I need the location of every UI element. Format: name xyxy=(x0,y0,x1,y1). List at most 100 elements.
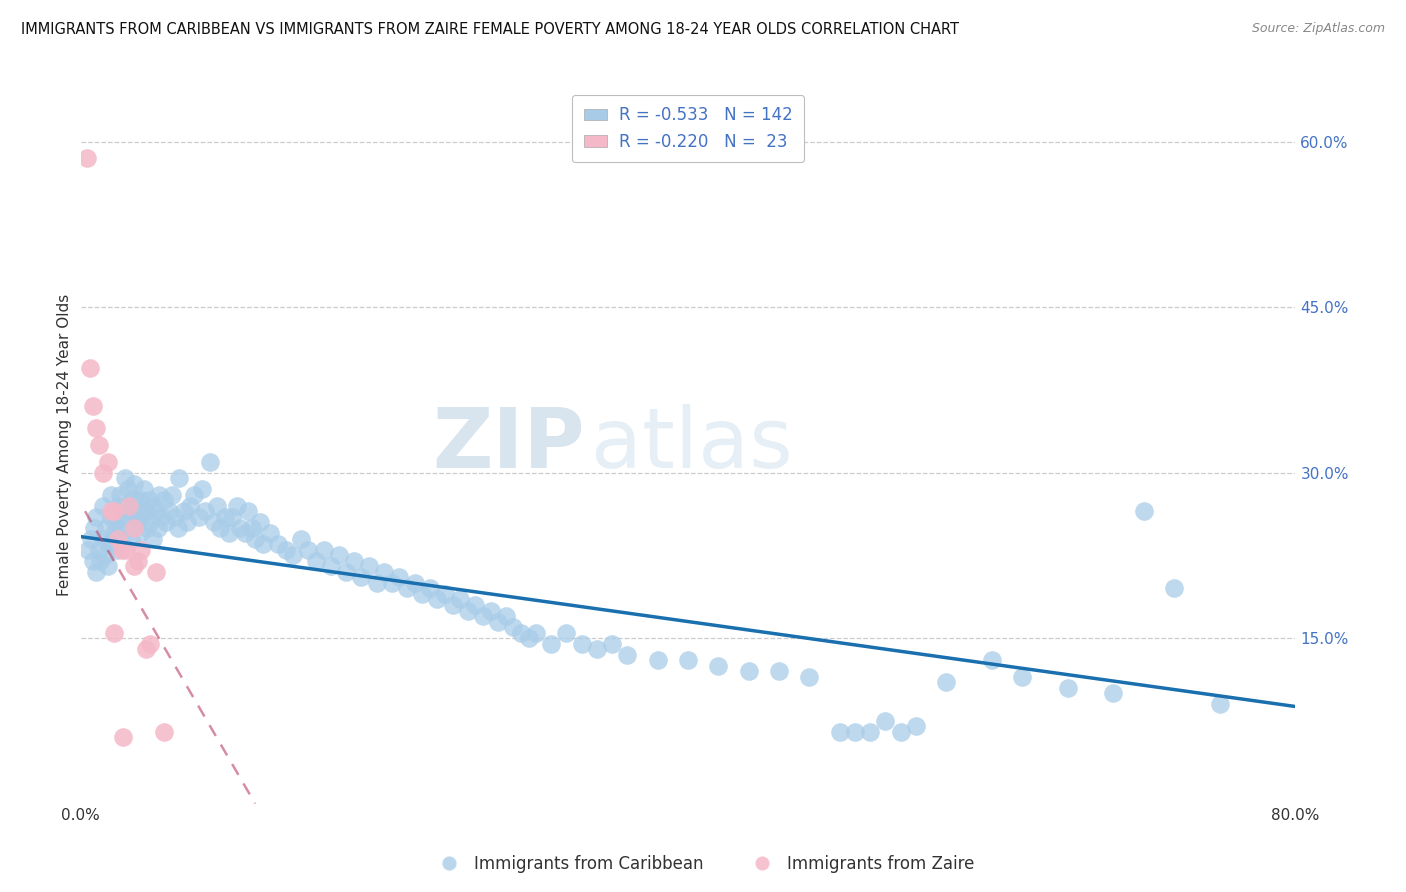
Point xyxy=(114,471,136,485)
Point xyxy=(1056,681,1078,695)
Point xyxy=(419,582,441,596)
Point xyxy=(136,521,159,535)
Point xyxy=(312,542,335,557)
Point xyxy=(904,719,927,733)
Point xyxy=(381,576,404,591)
Point xyxy=(112,731,135,745)
Point xyxy=(290,532,312,546)
Point xyxy=(510,625,533,640)
Text: IMMIGRANTS FROM CARIBBEAN VS IMMIGRANTS FROM ZAIRE FEMALE POVERTY AMONG 18-24 YE: IMMIGRANTS FROM CARIBBEAN VS IMMIGRANTS … xyxy=(21,22,959,37)
Point xyxy=(135,642,157,657)
Point xyxy=(84,565,107,579)
Point xyxy=(94,549,117,563)
Point xyxy=(411,587,433,601)
Point xyxy=(472,609,495,624)
Point xyxy=(240,521,263,535)
Point xyxy=(79,360,101,375)
Point xyxy=(366,576,388,591)
Point xyxy=(115,542,138,557)
Point xyxy=(768,664,790,678)
Y-axis label: Female Poverty Among 18-24 Year Olds: Female Poverty Among 18-24 Year Olds xyxy=(58,293,72,596)
Point xyxy=(233,526,256,541)
Point xyxy=(97,454,120,468)
Point xyxy=(319,559,342,574)
Point xyxy=(103,625,125,640)
Point xyxy=(145,565,167,579)
Point xyxy=(176,515,198,529)
Point xyxy=(676,653,699,667)
Point xyxy=(100,504,122,518)
Point xyxy=(194,504,217,518)
Point xyxy=(373,565,395,579)
Point xyxy=(139,637,162,651)
Point xyxy=(357,559,380,574)
Point xyxy=(707,658,730,673)
Point xyxy=(84,421,107,435)
Point xyxy=(799,670,821,684)
Point xyxy=(426,592,449,607)
Point xyxy=(134,482,156,496)
Point xyxy=(96,521,118,535)
Point xyxy=(221,509,243,524)
Legend: Immigrants from Caribbean, Immigrants from Zaire: Immigrants from Caribbean, Immigrants fr… xyxy=(426,848,980,880)
Point xyxy=(125,515,148,529)
Point xyxy=(209,521,232,535)
Point xyxy=(122,559,145,574)
Point xyxy=(107,499,129,513)
Point xyxy=(120,532,142,546)
Point xyxy=(76,151,98,165)
Point xyxy=(129,542,152,557)
Point xyxy=(91,532,114,546)
Point xyxy=(101,537,124,551)
Point xyxy=(844,725,866,739)
Point xyxy=(129,493,152,508)
Point xyxy=(160,488,183,502)
Point xyxy=(502,620,524,634)
Point xyxy=(1208,698,1230,712)
Point xyxy=(139,515,162,529)
Point xyxy=(202,515,225,529)
Point xyxy=(108,488,131,502)
Point xyxy=(935,675,957,690)
Point xyxy=(118,504,141,518)
Point xyxy=(555,625,578,640)
Point xyxy=(214,509,236,524)
Point xyxy=(98,537,121,551)
Point xyxy=(281,549,304,563)
Point xyxy=(129,509,152,524)
Point xyxy=(457,603,479,617)
Point xyxy=(97,559,120,574)
Point xyxy=(198,454,221,468)
Point xyxy=(259,526,281,541)
Point xyxy=(1132,504,1154,518)
Point xyxy=(183,488,205,502)
Point xyxy=(163,509,186,524)
Point xyxy=(1163,582,1185,596)
Point xyxy=(335,565,357,579)
Point xyxy=(243,532,266,546)
Point xyxy=(87,438,110,452)
Point xyxy=(859,725,882,739)
Point xyxy=(449,592,471,607)
Point xyxy=(122,476,145,491)
Point xyxy=(77,542,100,557)
Point xyxy=(121,493,143,508)
Point xyxy=(80,532,103,546)
Text: ZIP: ZIP xyxy=(432,404,585,485)
Point xyxy=(142,532,165,546)
Point xyxy=(524,625,547,640)
Point xyxy=(229,521,252,535)
Point xyxy=(297,542,319,557)
Point xyxy=(517,631,540,645)
Point xyxy=(107,521,129,535)
Point xyxy=(586,642,609,657)
Point xyxy=(127,504,149,518)
Point xyxy=(571,637,593,651)
Point xyxy=(388,570,411,584)
Point xyxy=(738,664,761,678)
Point xyxy=(87,542,110,557)
Point xyxy=(1102,686,1125,700)
Point xyxy=(115,515,138,529)
Point xyxy=(135,504,157,518)
Point xyxy=(173,504,195,518)
